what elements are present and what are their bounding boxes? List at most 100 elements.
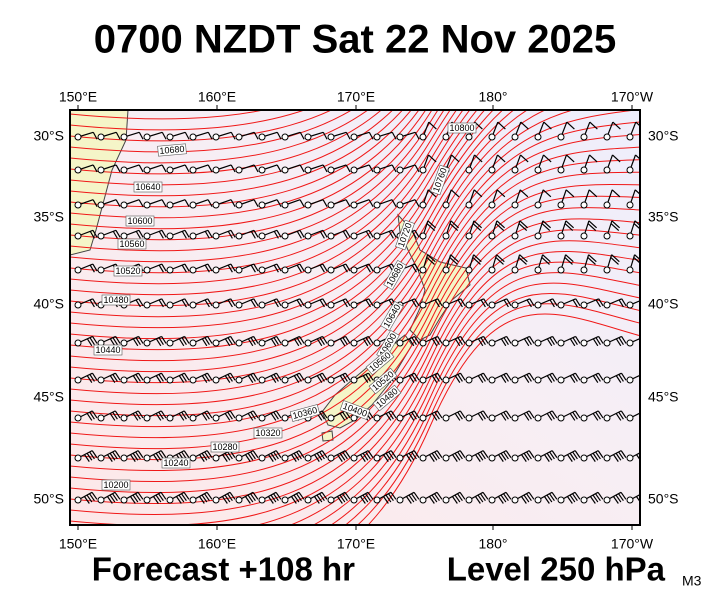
barb-feather bbox=[388, 231, 394, 239]
barb-feather bbox=[595, 411, 601, 420]
barb-feather bbox=[322, 298, 328, 307]
lon-label-top: 170°E bbox=[337, 89, 375, 105]
station bbox=[626, 133, 634, 141]
wind-barb bbox=[281, 298, 305, 309]
station bbox=[373, 232, 381, 240]
barb-feather bbox=[427, 254, 436, 263]
barb-feather bbox=[520, 154, 529, 163]
barb-feather bbox=[91, 410, 98, 419]
contour-label-box bbox=[365, 348, 395, 376]
station bbox=[373, 454, 381, 462]
contour-line bbox=[70, 110, 420, 219]
station bbox=[465, 376, 473, 384]
map-area bbox=[70, 110, 640, 525]
barb-feather bbox=[566, 496, 573, 504]
contour-label: 10240 bbox=[161, 457, 191, 469]
barb-feather bbox=[482, 372, 489, 381]
contour-label-text: 10480 bbox=[103, 295, 128, 305]
barb-feather bbox=[183, 450, 190, 458]
barb-feather bbox=[230, 164, 236, 173]
barb-feather bbox=[408, 413, 415, 421]
station bbox=[258, 376, 266, 384]
station bbox=[304, 232, 312, 240]
barb-feather bbox=[250, 451, 256, 460]
wind-barb bbox=[511, 254, 528, 274]
barb-feather bbox=[450, 189, 460, 198]
barb-feather bbox=[505, 491, 512, 500]
wind-barb bbox=[350, 199, 374, 209]
wind-barb bbox=[235, 335, 259, 347]
barb-feather bbox=[321, 410, 328, 419]
barb-feather bbox=[411, 231, 417, 239]
wind-barb bbox=[373, 164, 397, 174]
station bbox=[166, 376, 174, 384]
barb-feather bbox=[431, 338, 438, 347]
wind-barb bbox=[74, 410, 98, 422]
station bbox=[97, 201, 105, 209]
contour-label-box bbox=[210, 441, 240, 453]
lat-label-left: 45°S bbox=[33, 389, 64, 405]
wind-barb bbox=[166, 263, 190, 274]
barb-feather bbox=[615, 452, 622, 461]
wind-barb bbox=[465, 450, 489, 462]
barb-feather bbox=[480, 493, 486, 502]
barb-feather bbox=[135, 231, 141, 239]
wind-barb bbox=[603, 410, 627, 422]
contour-label-box bbox=[113, 265, 143, 277]
station bbox=[350, 301, 358, 309]
station bbox=[304, 201, 312, 209]
wind-barb bbox=[511, 491, 535, 504]
wind-barb bbox=[166, 298, 190, 309]
station bbox=[534, 454, 542, 462]
barb-feather bbox=[503, 374, 509, 382]
wind-barb bbox=[419, 189, 437, 209]
barb-feather bbox=[132, 338, 139, 347]
barb-feather bbox=[319, 493, 325, 502]
wind-barb bbox=[488, 121, 506, 141]
barb-feather bbox=[436, 491, 443, 500]
contour-label: 10200 bbox=[101, 479, 131, 491]
barb-feather bbox=[138, 230, 144, 238]
barb-feather bbox=[365, 264, 371, 273]
barb-feather bbox=[612, 121, 621, 130]
station bbox=[143, 166, 151, 174]
barb-feather bbox=[276, 164, 282, 173]
wind-barb bbox=[557, 491, 581, 504]
barb-feather bbox=[408, 338, 415, 347]
lat-label-left: 30°S bbox=[33, 128, 64, 144]
barb-feather bbox=[244, 496, 251, 504]
contour-label: 10640 bbox=[133, 181, 163, 193]
barb-feather bbox=[475, 454, 481, 462]
barb-feather bbox=[227, 411, 233, 420]
barb-feather bbox=[388, 411, 394, 420]
barb-feather bbox=[618, 451, 624, 460]
wind-barb bbox=[488, 335, 512, 347]
barb-feather bbox=[252, 491, 259, 500]
barb-feather bbox=[505, 372, 512, 381]
station bbox=[97, 454, 105, 462]
barb-feather bbox=[337, 454, 343, 462]
barb-feather bbox=[473, 254, 482, 263]
barb-feather bbox=[634, 254, 640, 261]
wind-barb bbox=[419, 491, 443, 504]
station bbox=[258, 133, 266, 141]
barb-feather bbox=[528, 450, 535, 458]
barb-feather bbox=[505, 450, 512, 458]
barb-feather bbox=[138, 336, 144, 344]
barb-feather bbox=[408, 452, 415, 461]
barb-feather bbox=[293, 375, 300, 383]
contour-label: 10800 bbox=[447, 122, 477, 134]
station bbox=[189, 201, 197, 209]
wind-barb bbox=[327, 372, 351, 384]
station bbox=[511, 201, 519, 209]
station bbox=[120, 376, 128, 384]
station bbox=[442, 454, 450, 462]
wind-barb bbox=[189, 229, 213, 240]
station bbox=[74, 133, 82, 141]
contour-label: 10440 bbox=[93, 344, 123, 356]
barb-feather bbox=[365, 231, 371, 239]
wind-barb bbox=[120, 199, 144, 209]
wind-barb bbox=[281, 164, 305, 174]
barb-feather bbox=[482, 410, 489, 419]
